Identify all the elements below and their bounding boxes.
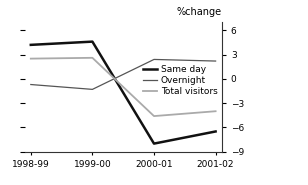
Same day xyxy=(214,130,217,133)
Total visitors xyxy=(152,115,156,117)
Line: Same day: Same day xyxy=(31,42,216,144)
Text: %change: %change xyxy=(176,7,222,17)
Overnight xyxy=(152,58,156,60)
Legend: Same day, Overnight, Total visitors: Same day, Overnight, Total visitors xyxy=(144,65,217,96)
Line: Overnight: Overnight xyxy=(31,59,216,89)
Line: Total visitors: Total visitors xyxy=(31,58,216,116)
Overnight xyxy=(214,60,217,62)
Total visitors xyxy=(29,58,33,60)
Same day xyxy=(152,142,156,145)
Total visitors xyxy=(214,110,217,112)
Overnight xyxy=(29,83,33,86)
Total visitors xyxy=(91,57,94,59)
Same day xyxy=(91,41,94,43)
Overnight xyxy=(91,88,94,90)
Same day xyxy=(29,44,33,46)
